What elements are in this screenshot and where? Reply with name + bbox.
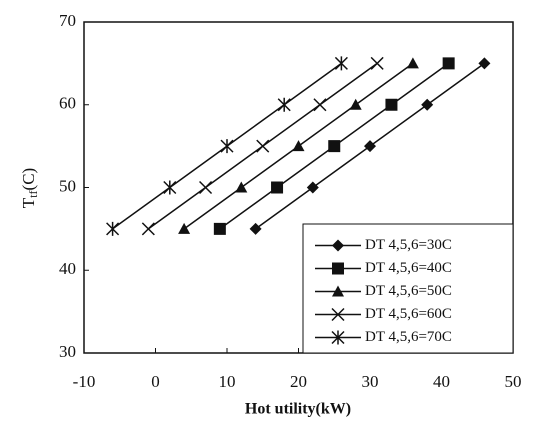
marker <box>385 98 398 111</box>
legend-marker <box>332 262 344 275</box>
x-tick-label: 20 <box>290 372 307 391</box>
x-tick-label: 30 <box>362 372 379 391</box>
marker <box>220 139 234 154</box>
x-tick-label: 10 <box>219 372 236 391</box>
marker <box>256 139 270 153</box>
x-tick-label: -10 <box>73 372 96 391</box>
marker <box>349 98 362 110</box>
marker <box>178 222 191 234</box>
y-tick-label: 50 <box>59 176 76 195</box>
y-tick-label: 70 <box>59 11 76 30</box>
y-label-main: T <box>19 197 38 208</box>
marker <box>364 140 376 153</box>
x-tick-label: 40 <box>433 372 450 391</box>
legend-label: DT 4,5,6=30C <box>365 237 452 253</box>
y-tick-label: 40 <box>59 259 76 278</box>
marker <box>271 181 284 194</box>
x-tick-label: 0 <box>151 372 160 391</box>
legend-marker <box>332 285 344 297</box>
legend-label: DT 4,5,6=60C <box>365 306 452 322</box>
y-label-sub: tf <box>26 190 40 197</box>
legend-marker <box>332 239 344 252</box>
x-axis-label: Hot utility(kW) <box>245 401 351 418</box>
marker <box>313 98 327 112</box>
marker <box>213 222 226 235</box>
marker <box>370 56 384 70</box>
legend-label: DT 4,5,6=70C <box>365 329 452 345</box>
marker <box>306 181 319 194</box>
marker <box>421 98 434 111</box>
marker <box>141 222 155 236</box>
y-tick-label: 60 <box>59 94 76 113</box>
marker <box>163 180 177 195</box>
marker <box>277 97 291 112</box>
marker <box>442 57 455 70</box>
marker <box>235 181 248 193</box>
legend: DT 4,5,6=30C DT 4,5,6=40C DT 4,5,6=50C DT 4… <box>302 223 514 354</box>
y-label-unit: (C) <box>19 168 38 191</box>
legend-marker <box>331 307 345 322</box>
x-tick-label: 50 <box>505 372 522 391</box>
marker <box>199 180 213 195</box>
legend-label: DT 4,5,6=40C <box>365 260 452 276</box>
y-axis-label: Ttf(C) <box>19 168 40 208</box>
marker <box>249 222 262 235</box>
marker <box>334 56 348 71</box>
marker <box>478 57 491 70</box>
marker <box>406 57 419 69</box>
y-tick-label: 30 <box>59 342 76 361</box>
legend-marker <box>331 330 345 345</box>
marker <box>328 140 341 153</box>
marker <box>292 140 305 152</box>
legend-label: DT 4,5,6=50C <box>365 283 452 299</box>
marker <box>106 221 120 236</box>
